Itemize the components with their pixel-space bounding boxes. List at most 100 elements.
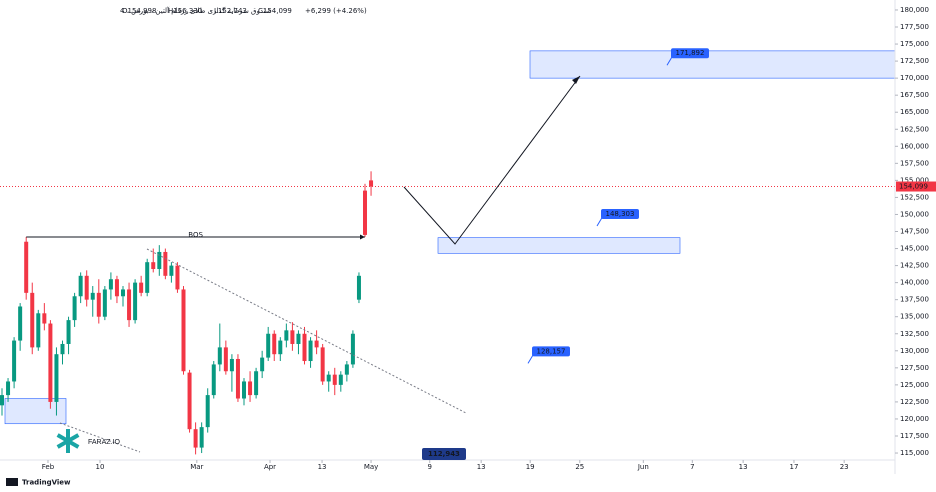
candle-body <box>260 357 265 372</box>
candle-body <box>308 340 313 362</box>
zone <box>4 398 67 425</box>
candle-body <box>211 364 216 396</box>
x-tick-label: 13 <box>318 463 327 471</box>
candle-body <box>127 289 132 321</box>
bos-label: BOS <box>188 231 203 239</box>
candle-body <box>30 292 35 348</box>
candle-body <box>72 296 77 321</box>
price-label-box <box>671 48 709 59</box>
last-price-label: 154,099 <box>899 183 928 191</box>
candle-body <box>24 241 29 293</box>
y-tick-label: 177,500 <box>900 23 929 31</box>
y-tick-label: 132,500 <box>900 330 929 338</box>
y-tick-label: 157,500 <box>900 159 929 167</box>
candle-body <box>302 333 307 362</box>
range-label: 112,943 <box>428 450 460 458</box>
candle-body <box>54 354 59 402</box>
projection-path <box>403 75 581 245</box>
candle-body <box>96 292 101 317</box>
x-tick-label: Jun <box>637 463 649 471</box>
candle-body <box>254 371 259 396</box>
candle-body <box>320 347 325 382</box>
candle-body <box>344 364 349 375</box>
x-tick-label: 10 <box>96 463 105 471</box>
x-tick-label: 13 <box>739 463 748 471</box>
ohlc-close: C154,099 <box>258 7 292 15</box>
ohlc-low: L152,743 <box>214 7 247 15</box>
y-tick-label: 142,500 <box>900 262 929 270</box>
candle-body <box>0 395 4 406</box>
x-tick-label: 19 <box>526 463 535 471</box>
candle-body <box>84 275 89 300</box>
candle-body <box>350 333 355 365</box>
candle-body <box>278 340 283 355</box>
candle-body <box>163 251 168 276</box>
candle-body <box>296 333 301 344</box>
candle-body <box>102 289 107 317</box>
y-tick-label: 165,000 <box>900 108 929 116</box>
candle-body <box>242 381 247 399</box>
y-tick-label: 130,000 <box>900 347 929 355</box>
candle-body <box>145 262 150 293</box>
candle-body <box>151 262 156 269</box>
x-tick-label: 7 <box>690 463 694 471</box>
y-tick-label: 125,000 <box>900 381 929 389</box>
y-tick-label: 122,500 <box>900 398 929 406</box>
candle-body <box>356 275 361 300</box>
x-tick-label: 23 <box>840 463 849 471</box>
candle-body <box>157 251 162 269</box>
candle-body <box>248 381 253 396</box>
bos-arrow <box>360 234 366 240</box>
candle-body <box>199 427 204 448</box>
candle-body <box>193 429 198 448</box>
y-tick-label: 170,000 <box>900 74 929 82</box>
candle-body <box>205 395 210 428</box>
candle-body <box>139 282 144 293</box>
y-tick-label: 140,000 <box>900 279 929 287</box>
last-price-tag <box>896 181 936 192</box>
y-tick-label: 175,000 <box>900 40 929 48</box>
candle-body <box>187 372 192 430</box>
ohlc-open: O154,998 <box>122 7 156 15</box>
y-tick-label: 155,000 <box>900 176 929 184</box>
x-tick-label: Feb <box>42 463 55 471</box>
price-label: 171,892 <box>676 49 705 57</box>
y-tick-label: 147,500 <box>900 228 929 236</box>
y-tick-label: 145,000 <box>900 245 929 253</box>
price-label-box <box>601 209 639 220</box>
candle-body <box>217 347 222 365</box>
y-tick-label: 115,000 <box>900 449 929 457</box>
y-tick-label: 167,500 <box>900 91 929 99</box>
candle-body <box>363 190 368 235</box>
ohlc-high: H156,330 <box>168 7 202 15</box>
y-tick-label: 135,000 <box>900 313 929 321</box>
platform-name: TradingView <box>22 479 71 487</box>
price-label: 128,157 <box>537 347 566 355</box>
candle-body <box>36 313 41 348</box>
plot-area <box>0 50 896 455</box>
x-tick-label: 17 <box>790 463 799 471</box>
candle-body <box>60 343 65 355</box>
candle-body <box>272 333 277 355</box>
candle-body <box>290 330 295 344</box>
x-tick-label: 25 <box>575 463 584 471</box>
candle-body <box>120 289 125 297</box>
candle-body <box>42 313 47 324</box>
y-tick-label: 127,500 <box>900 364 929 372</box>
candle-body <box>78 275 83 297</box>
logo: FARAZ.IO <box>56 429 120 453</box>
price-label-box <box>532 346 570 357</box>
candle-body <box>235 358 240 399</box>
candle-body <box>332 374 337 385</box>
candle-body <box>66 320 71 344</box>
candle-body <box>6 381 11 396</box>
candle-body <box>369 180 374 187</box>
candle-body <box>338 374 343 385</box>
x-tick-label: 13 <box>477 463 486 471</box>
logo-text: FARAZ.IO <box>88 439 120 446</box>
zone <box>529 50 896 79</box>
ohlc-change: +6,299 (+4.26%) <box>305 7 367 15</box>
candle-body <box>169 265 174 276</box>
zone <box>437 237 681 254</box>
